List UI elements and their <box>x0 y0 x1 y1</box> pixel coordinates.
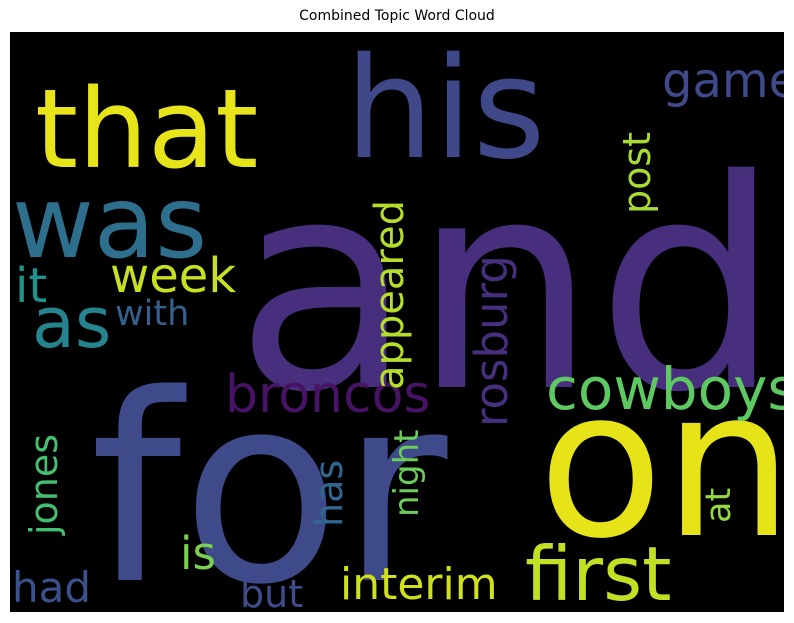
word-for: for <box>90 340 450 612</box>
word-game: game <box>662 53 784 109</box>
word-that: that <box>35 65 258 193</box>
word-at: at <box>699 488 739 523</box>
word-his: his <box>345 32 546 191</box>
word-interim: interim <box>340 559 498 610</box>
word-with: with <box>115 294 189 334</box>
chart-title: Combined Topic Word Cloud <box>299 8 495 24</box>
word-has: has <box>307 460 351 527</box>
word-week: week <box>110 248 236 304</box>
word-jones: jones <box>22 434 66 536</box>
word-and: and <box>235 119 781 456</box>
word-on: on <box>538 346 784 584</box>
word-had: had <box>12 563 91 612</box>
cloud-background <box>10 32 784 612</box>
word-rosburg: rosburg <box>465 255 518 427</box>
word-it: it <box>15 258 47 314</box>
word-cowboys: cowboys <box>546 355 784 423</box>
word-is: is <box>180 527 216 580</box>
word-broncos: broncos <box>225 365 431 425</box>
word-as: as <box>32 282 111 364</box>
word-but: but <box>240 572 303 612</box>
word-post: post <box>615 132 659 214</box>
word-first: first <box>525 530 672 612</box>
word-night: night <box>387 430 427 517</box>
word-was: was <box>12 164 207 281</box>
word-appeared: appeared <box>367 200 413 390</box>
